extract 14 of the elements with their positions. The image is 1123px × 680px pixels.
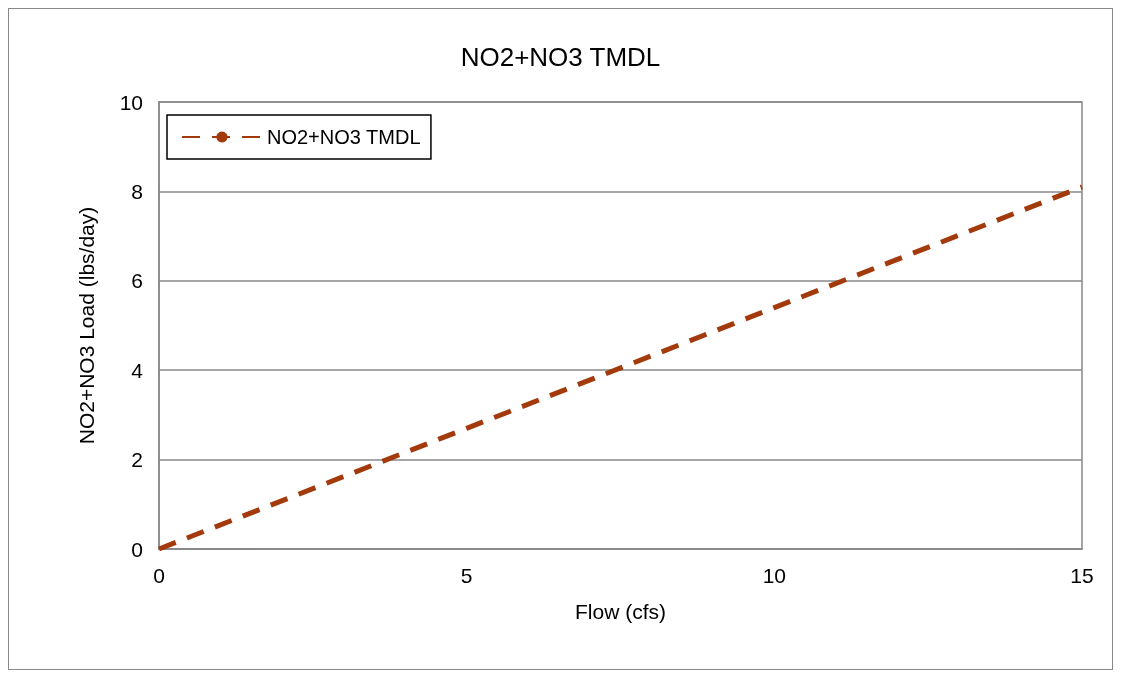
y-tick-label: 6 <box>131 269 143 293</box>
y-tick-label: 8 <box>131 179 143 203</box>
x-tick-label: 15 <box>1070 564 1094 587</box>
y-tick-label: 10 <box>119 90 143 114</box>
x-axis-title: Flow (cfs) <box>575 600 666 623</box>
y-axis-title: NO2+NO3 Load (lbs/day) <box>75 206 98 445</box>
y-tick-label: 4 <box>131 358 144 382</box>
x-tick-label: 5 <box>460 564 473 587</box>
y-tick-label: 0 <box>131 537 143 561</box>
legend-label: NO2+NO3 TMDL <box>267 126 421 148</box>
x-tick-label: 10 <box>762 564 787 587</box>
chart-title: NO2+NO3 TMDL <box>460 42 661 72</box>
y-tick-label: 2 <box>131 448 143 472</box>
x-tick-label: 0 <box>153 564 165 587</box>
